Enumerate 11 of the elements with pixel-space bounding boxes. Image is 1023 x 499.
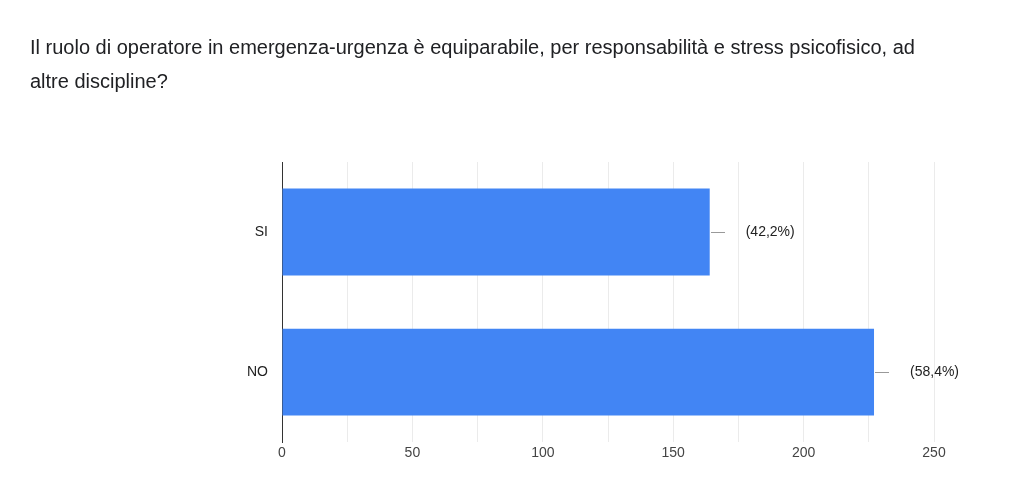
x-tick-label: 250 — [922, 444, 946, 461]
annotation: (58,4%) — [910, 363, 960, 380]
y-tick-label: NO — [247, 363, 269, 380]
annotation: (42,2%) — [745, 222, 795, 239]
x-tick-label: 100 — [531, 444, 555, 461]
chart-title: Il ruolo di operatore in emergenza-urgenza è equiparabile, per responsabilità e stress psicofisico, ad altre discipline? — [30, 35, 916, 94]
x-tick-label: 150 — [661, 444, 686, 461]
y-tick-label: SI — [254, 222, 268, 239]
x-tick-label: 200 — [791, 444, 816, 461]
x-tick-label: 0 — [278, 444, 287, 461]
x-tick-label: 50 — [404, 444, 421, 461]
